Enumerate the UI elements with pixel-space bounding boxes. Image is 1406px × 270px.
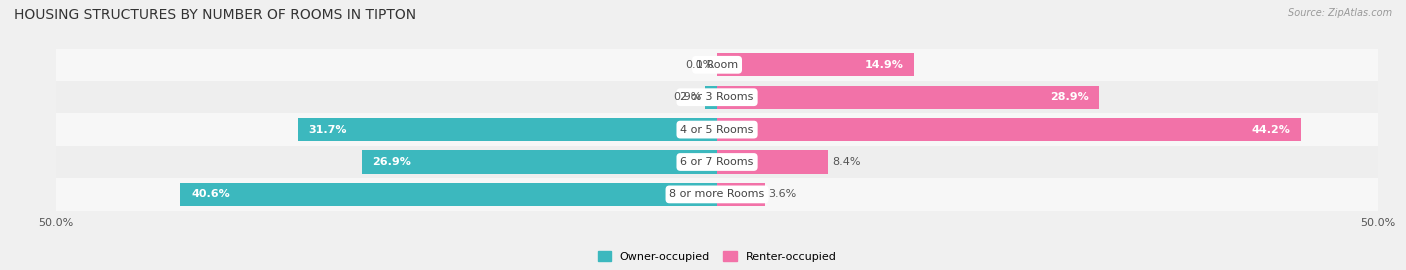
Text: 14.9%: 14.9% xyxy=(865,60,904,70)
Bar xyxy=(56,81,1378,113)
Text: 44.2%: 44.2% xyxy=(1251,124,1291,135)
Text: 0.9%: 0.9% xyxy=(673,92,702,102)
Text: 1 Room: 1 Room xyxy=(696,60,738,70)
Bar xyxy=(180,183,717,206)
Bar xyxy=(298,118,717,141)
Bar xyxy=(56,146,1378,178)
Text: 40.6%: 40.6% xyxy=(191,189,229,200)
Bar xyxy=(717,53,914,76)
Bar xyxy=(717,86,1099,109)
Text: 26.9%: 26.9% xyxy=(373,157,411,167)
Text: HOUSING STRUCTURES BY NUMBER OF ROOMS IN TIPTON: HOUSING STRUCTURES BY NUMBER OF ROOMS IN… xyxy=(14,8,416,22)
Text: 4 or 5 Rooms: 4 or 5 Rooms xyxy=(681,124,754,135)
Text: 8 or more Rooms: 8 or more Rooms xyxy=(669,189,765,200)
Bar xyxy=(717,150,828,174)
Bar xyxy=(717,118,1301,141)
Bar xyxy=(361,150,717,174)
Text: Source: ZipAtlas.com: Source: ZipAtlas.com xyxy=(1288,8,1392,18)
Text: 8.4%: 8.4% xyxy=(832,157,860,167)
Text: 6 or 7 Rooms: 6 or 7 Rooms xyxy=(681,157,754,167)
Bar xyxy=(717,183,765,206)
Text: 3.6%: 3.6% xyxy=(769,189,797,200)
Bar xyxy=(56,178,1378,211)
Bar xyxy=(56,113,1378,146)
Bar xyxy=(706,86,717,109)
Text: 31.7%: 31.7% xyxy=(309,124,347,135)
Text: 2 or 3 Rooms: 2 or 3 Rooms xyxy=(681,92,754,102)
Text: 28.9%: 28.9% xyxy=(1050,92,1088,102)
Text: 0.0%: 0.0% xyxy=(685,60,713,70)
Legend: Owner-occupied, Renter-occupied: Owner-occupied, Renter-occupied xyxy=(598,251,837,262)
Bar xyxy=(56,49,1378,81)
